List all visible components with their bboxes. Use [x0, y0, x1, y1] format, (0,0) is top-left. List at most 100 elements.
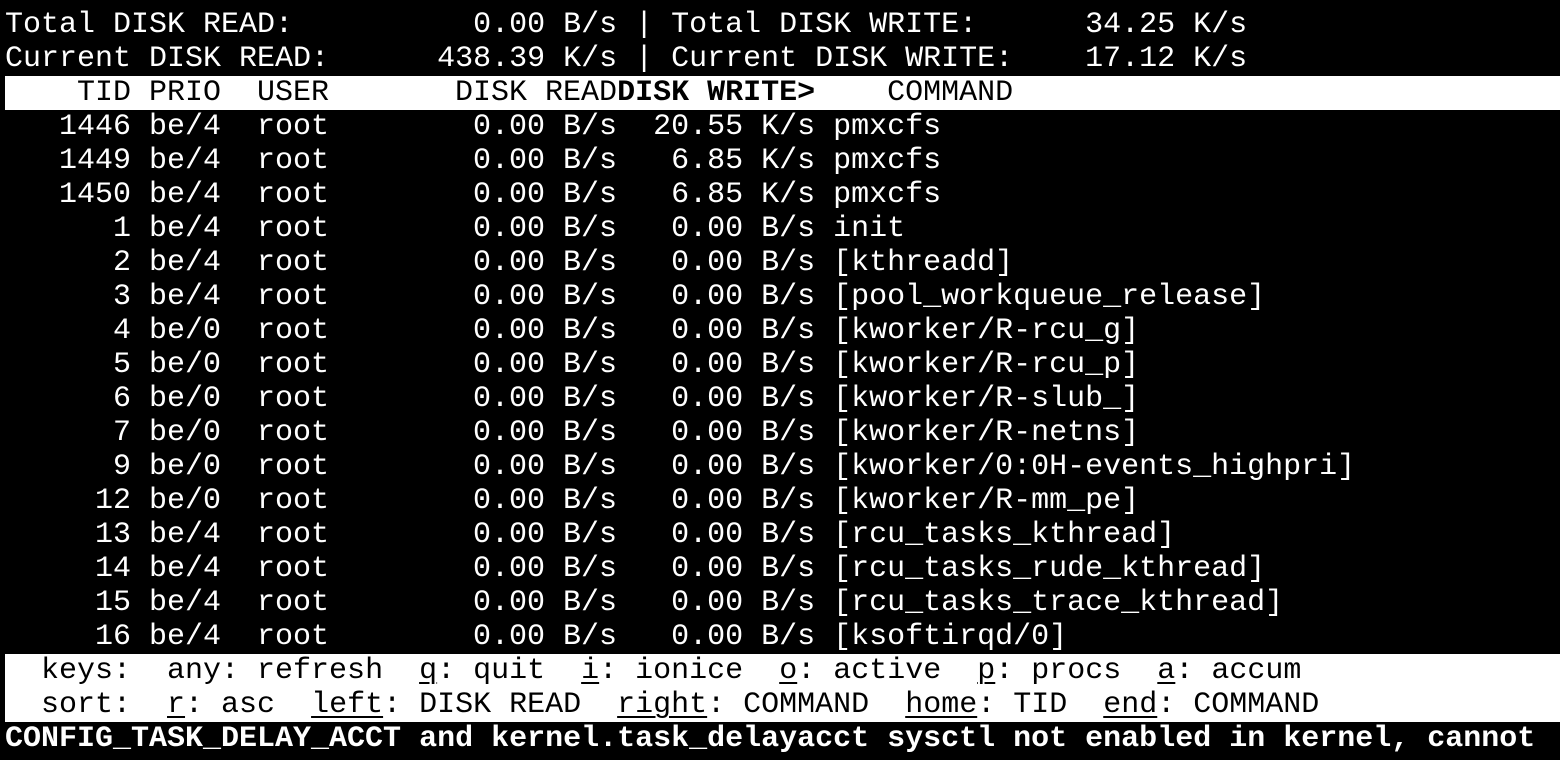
cell-user: root	[257, 518, 330, 552]
cell-command: [pool_workqueue_release]	[833, 280, 1266, 314]
key-o: o	[779, 654, 798, 688]
colon: :	[707, 688, 726, 722]
cell-disk-read: 0.00 B/s	[473, 280, 618, 314]
column-header-user: USER	[257, 76, 330, 110]
cell-disk-read: 0.00 B/s	[473, 450, 618, 484]
column-header-command: COMMAND	[887, 76, 1014, 110]
cell-command: init	[833, 212, 906, 246]
cell-prio: be/0	[149, 484, 222, 518]
current-disk-write-label: Current DISK WRITE:	[671, 42, 1014, 76]
cell-command: [kworker/R-mm_pe]	[833, 484, 1140, 518]
cell-user: root	[257, 280, 330, 314]
table-row: 5 be/0 root 0.00 B/s 0.00 B/s [kworker/R…	[5, 348, 1560, 382]
cell-prio: be/0	[149, 314, 222, 348]
column-header-read: DISK READ	[455, 76, 618, 110]
cell-tid: 4	[113, 314, 132, 348]
cell-disk-read: 0.00 B/s	[473, 586, 618, 620]
key-hint-ionice: i: ionice	[581, 654, 743, 688]
table-row: 16 be/4 root 0.00 B/s 0.00 B/s [ksoftirq…	[5, 620, 1560, 654]
cell-disk-write: 0.00 B/s	[671, 280, 816, 314]
cell-command: pmxcfs	[833, 110, 942, 144]
cell-disk-read: 0.00 B/s	[473, 144, 618, 178]
cell-disk-read: 0.00 B/s	[473, 620, 618, 654]
key-any: any	[167, 654, 222, 688]
column-header-tid: TID	[77, 76, 132, 110]
key-i: i	[581, 654, 600, 688]
cell-tid: 14	[95, 552, 132, 586]
current-disk-write: Current DISK WRITE: 17.12 K/s	[671, 42, 1247, 76]
colon: :	[383, 688, 402, 722]
cell-prio: be/4	[149, 620, 222, 654]
summary-separator: |	[635, 42, 654, 76]
table-row: 2 be/4 root 0.00 B/s 0.00 B/s [kthreadd]	[5, 246, 1560, 280]
key-hint-accum: a: accum	[1157, 654, 1301, 688]
cell-prio: be/0	[149, 450, 222, 484]
key-q: q	[419, 654, 438, 688]
summary-line-total: Total DISK READ: 0.00 B/s | Total DISK W…	[5, 8, 1560, 42]
key-desc: procs	[1031, 654, 1122, 688]
cell-prio: be/0	[149, 348, 222, 382]
cell-user: root	[257, 110, 330, 144]
summary-separator: |	[635, 8, 654, 42]
cell-tid: 12	[95, 484, 132, 518]
cell-disk-write: 6.85 K/s	[671, 178, 816, 212]
table-row: 1446 be/4 root 0.00 B/s 20.55 K/s pmxcfs	[5, 110, 1560, 144]
cell-disk-write: 0.00 B/s	[671, 586, 816, 620]
cell-tid: 5	[113, 348, 132, 382]
table-row: 4 be/0 root 0.00 B/s 0.00 B/s [kworker/R…	[5, 314, 1560, 348]
column-header-row: TID PRIO USER DISK READ DISK WRITE> COMM…	[5, 76, 1560, 110]
table-row: 9 be/0 root 0.00 B/s 0.00 B/s [kworker/0…	[5, 450, 1560, 484]
cell-prio: be/4	[149, 110, 222, 144]
sort-hint-left: left: DISK READ	[311, 688, 581, 722]
cell-command: [kworker/R-rcu_p]	[833, 348, 1140, 382]
sort-desc: asc	[221, 688, 276, 722]
key-hint-active: o: active	[779, 654, 941, 688]
cell-disk-write: 0.00 B/s	[671, 314, 816, 348]
cell-command: [kworker/R-slub_]	[833, 382, 1140, 416]
cell-prio: be/4	[149, 178, 222, 212]
cell-command: pmxcfs	[833, 144, 942, 178]
cell-disk-read: 0.00 B/s	[473, 212, 618, 246]
cell-disk-write: 20.55 K/s	[653, 110, 816, 144]
cell-disk-read: 0.00 B/s	[473, 246, 618, 280]
cell-command: [ksoftirqd/0]	[833, 620, 1068, 654]
cell-user: root	[257, 620, 330, 654]
cell-tid: 1	[113, 212, 132, 246]
cell-tid: 7	[113, 416, 132, 450]
key-desc: ionice	[635, 654, 744, 688]
cell-disk-write: 0.00 B/s	[671, 246, 816, 280]
cell-disk-read: 0.00 B/s	[473, 518, 618, 552]
cell-command: [rcu_tasks_kthread]	[833, 518, 1176, 552]
cell-prio: be/4	[149, 586, 222, 620]
cell-user: root	[257, 450, 330, 484]
table-row: 15 be/4 root 0.00 B/s 0.00 B/s [rcu_task…	[5, 586, 1560, 620]
key-right: right	[617, 688, 708, 722]
cell-user: root	[257, 586, 330, 620]
cell-disk-write: 0.00 B/s	[671, 348, 816, 382]
sort-hint-asc: r: asc	[167, 688, 275, 722]
sort-desc: TID	[1013, 688, 1068, 722]
cell-prio: be/4	[149, 144, 222, 178]
cell-user: root	[257, 484, 330, 518]
key-hint-refresh: any: refresh	[167, 654, 383, 688]
key-end: end	[1103, 688, 1158, 722]
colon: :	[995, 654, 1014, 688]
sort-desc: COMMAND	[1193, 688, 1320, 722]
key-hint-procs: p: procs	[977, 654, 1121, 688]
cell-disk-write: 6.85 K/s	[671, 144, 816, 178]
cell-tid: 1449	[59, 144, 132, 178]
cell-disk-read: 0.00 B/s	[473, 348, 618, 382]
cell-user: root	[257, 178, 330, 212]
table-row: 3 be/4 root 0.00 B/s 0.00 B/s [pool_work…	[5, 280, 1560, 314]
status-bar: CONFIG_TASK_DELAY_ACCT and kernel.task_d…	[5, 722, 1560, 756]
cell-disk-read: 0.00 B/s	[473, 552, 618, 586]
colon: :	[1175, 654, 1194, 688]
cell-prio: be/4	[149, 518, 222, 552]
cell-prio: be/4	[149, 246, 222, 280]
total-disk-write-label: Total DISK WRITE:	[671, 8, 978, 42]
cell-command: [kworker/R-netns]	[833, 416, 1140, 450]
colon: :	[797, 654, 816, 688]
cell-disk-write: 0.00 B/s	[671, 552, 816, 586]
cell-disk-read: 0.00 B/s	[473, 178, 618, 212]
